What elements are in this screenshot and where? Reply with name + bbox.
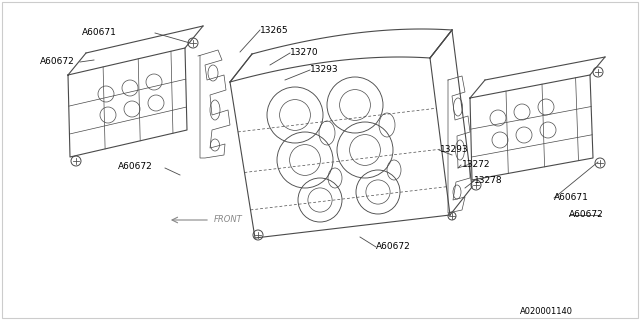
Text: A60671: A60671 — [554, 193, 589, 202]
Text: 13265: 13265 — [260, 26, 289, 35]
Text: 13293: 13293 — [310, 65, 339, 74]
Text: 13270: 13270 — [290, 48, 319, 57]
Text: 13272: 13272 — [462, 160, 490, 169]
Text: FRONT: FRONT — [214, 215, 243, 224]
Text: A60671: A60671 — [82, 28, 117, 37]
Text: 13278: 13278 — [474, 176, 502, 185]
Text: A60672: A60672 — [118, 162, 153, 171]
Text: A020001140: A020001140 — [520, 307, 573, 316]
Text: A60672: A60672 — [569, 210, 604, 219]
Text: 13293: 13293 — [440, 145, 468, 154]
Text: A60672: A60672 — [40, 57, 75, 66]
Text: A60672: A60672 — [376, 242, 411, 251]
